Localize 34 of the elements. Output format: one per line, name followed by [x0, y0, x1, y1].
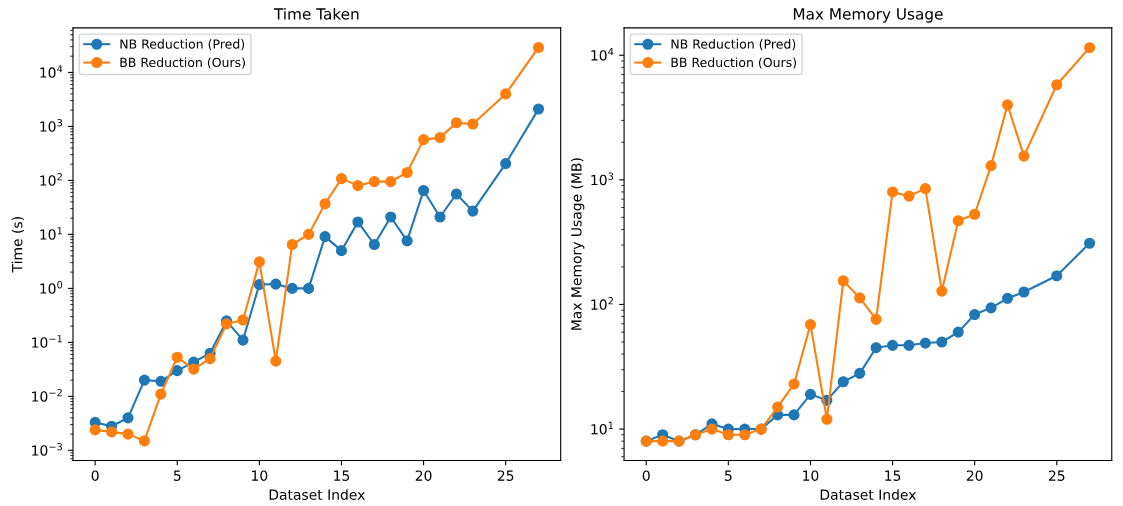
chart-title: Max Memory Usage — [793, 8, 943, 23]
legend-label: NB Reduction (Pred) — [120, 39, 245, 51]
x-tick-label: 15 — [334, 470, 350, 481]
y-tick-label: 10$^{4}$ — [591, 48, 614, 61]
y-tick-label: 10$^{3}$ — [591, 172, 614, 186]
chart-title: Time Taken — [273, 7, 359, 20]
y-axis-title: Time (s) — [11, 217, 25, 273]
legend-label: BB Reduction (Ours) — [120, 57, 245, 69]
x-tick-label: 5 — [725, 470, 732, 481]
x-axis-title: Dataset Index — [820, 489, 916, 500]
x-tick-label: 15 — [885, 470, 901, 481]
y-tick-label: 10$^{−2}$ — [32, 389, 62, 402]
y-tick-label: 10$^{1}$ — [591, 421, 614, 435]
y-tick-label: 10$^{0}$ — [40, 281, 63, 294]
x-tick-label: 10 — [252, 470, 268, 481]
x-tick-label: 5 — [173, 470, 181, 481]
legend-label: NB Reduction (Pred) — [671, 39, 796, 51]
legend-label: BB Reduction (Ours) — [671, 57, 797, 69]
x-tick-label: 25 — [497, 470, 514, 481]
y-axis-title: Max Memory Usage (MB) — [570, 158, 585, 330]
x-tick-label: 20 — [415, 470, 432, 481]
x-tick-label: 0 — [91, 470, 99, 481]
x-tick-label: 25 — [1048, 470, 1065, 481]
x-axis-title: Dataset Index — [269, 489, 365, 500]
y-tick-label: 10$^{3}$ — [40, 119, 63, 132]
x-tick-label: 10 — [803, 470, 819, 481]
y-tick-label: 10$^{2}$ — [40, 173, 62, 186]
x-tick-label: 0 — [642, 470, 650, 481]
y-tick-label: 10$^{2}$ — [591, 297, 613, 310]
y-tick-label: 10$^{4}$ — [40, 65, 63, 78]
y-tick-label: 10$^{1}$ — [40, 227, 62, 240]
x-tick-label: 20 — [966, 470, 983, 481]
y-tick-label: 10$^{−3}$ — [32, 443, 62, 456]
y-tick-label: 10$^{−1}$ — [32, 335, 62, 348]
